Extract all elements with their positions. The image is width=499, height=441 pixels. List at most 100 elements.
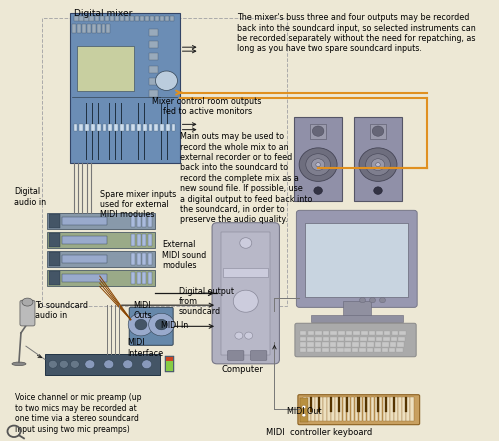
Bar xyxy=(300,398,308,422)
Bar xyxy=(137,254,141,265)
Bar xyxy=(131,235,135,246)
Circle shape xyxy=(245,332,252,339)
Bar xyxy=(103,124,106,131)
Bar xyxy=(115,103,116,160)
Bar xyxy=(221,232,270,355)
Bar xyxy=(345,336,352,341)
Circle shape xyxy=(85,360,95,369)
Bar xyxy=(360,342,366,347)
Bar xyxy=(330,397,332,412)
Bar xyxy=(149,29,158,36)
FancyBboxPatch shape xyxy=(298,395,420,425)
Bar xyxy=(166,361,173,363)
Bar xyxy=(115,16,119,21)
Bar xyxy=(173,103,174,160)
Circle shape xyxy=(235,332,243,339)
Bar xyxy=(337,342,344,347)
Bar xyxy=(365,397,367,412)
Bar xyxy=(62,217,107,225)
Bar xyxy=(397,342,404,347)
Bar xyxy=(142,235,146,246)
Circle shape xyxy=(149,313,174,336)
Bar xyxy=(360,336,367,341)
Text: The mixer's buss three and four outputs may be recorded
back into the soundcard : The mixer's buss three and four outputs … xyxy=(237,13,476,53)
Bar xyxy=(371,397,374,421)
Bar xyxy=(149,53,158,60)
FancyBboxPatch shape xyxy=(228,351,244,360)
Bar xyxy=(367,348,373,352)
Bar xyxy=(137,273,141,284)
Circle shape xyxy=(376,163,380,167)
Bar xyxy=(49,271,60,285)
Bar xyxy=(368,336,375,341)
Bar xyxy=(345,342,351,347)
Bar xyxy=(97,124,100,131)
Bar xyxy=(166,124,170,131)
Bar xyxy=(307,336,314,341)
Bar xyxy=(143,124,147,131)
Bar xyxy=(62,236,107,244)
Bar xyxy=(140,16,144,21)
Bar xyxy=(305,223,408,297)
Bar xyxy=(166,359,173,361)
Bar xyxy=(114,124,118,131)
Bar xyxy=(102,24,105,33)
Bar xyxy=(352,342,359,347)
Circle shape xyxy=(311,159,325,171)
Bar xyxy=(359,397,362,421)
Bar xyxy=(337,348,343,352)
Bar xyxy=(389,348,395,352)
Circle shape xyxy=(233,290,258,312)
Bar xyxy=(92,24,96,33)
Bar xyxy=(331,397,334,421)
Bar xyxy=(354,117,402,201)
Circle shape xyxy=(372,126,384,136)
Bar xyxy=(135,16,139,21)
Circle shape xyxy=(128,313,154,336)
Bar xyxy=(97,24,101,33)
Bar xyxy=(385,397,387,412)
Bar xyxy=(390,397,394,421)
Bar xyxy=(148,254,152,265)
Bar xyxy=(396,348,403,352)
Bar xyxy=(49,252,60,266)
FancyBboxPatch shape xyxy=(129,307,173,345)
Bar xyxy=(327,397,330,421)
Text: Digital output
from
soundcard: Digital output from soundcard xyxy=(179,287,234,317)
Bar xyxy=(338,336,344,341)
Circle shape xyxy=(359,298,365,303)
Bar xyxy=(87,24,91,33)
Bar xyxy=(315,336,321,341)
Bar xyxy=(315,397,319,421)
Bar xyxy=(142,273,146,284)
Circle shape xyxy=(70,360,79,368)
Bar xyxy=(106,24,110,33)
Bar xyxy=(148,235,152,246)
Circle shape xyxy=(142,360,152,369)
Text: Mixer control room outputs
fed to active monitors: Mixer control room outputs fed to active… xyxy=(152,97,262,116)
Bar xyxy=(137,235,141,246)
Bar xyxy=(384,331,391,335)
Circle shape xyxy=(374,187,382,194)
Bar xyxy=(148,216,152,227)
Bar xyxy=(74,124,77,131)
Bar xyxy=(322,336,329,341)
Bar xyxy=(343,397,346,421)
Text: Computer: Computer xyxy=(221,365,263,374)
Bar xyxy=(77,46,134,91)
Bar xyxy=(89,16,94,21)
FancyBboxPatch shape xyxy=(20,300,35,326)
Bar xyxy=(161,103,162,160)
Bar xyxy=(399,331,406,335)
Bar xyxy=(393,397,395,412)
Circle shape xyxy=(240,238,251,248)
Bar xyxy=(347,397,350,421)
Bar xyxy=(392,331,398,335)
Circle shape xyxy=(48,360,57,368)
Bar xyxy=(335,397,338,421)
Bar xyxy=(94,16,99,21)
Bar xyxy=(155,16,159,21)
Bar xyxy=(329,348,336,352)
Text: Main outs may be used to
record the whole mix to an
external recorder or to feed: Main outs may be used to record the whol… xyxy=(180,132,312,224)
Bar xyxy=(165,356,174,372)
